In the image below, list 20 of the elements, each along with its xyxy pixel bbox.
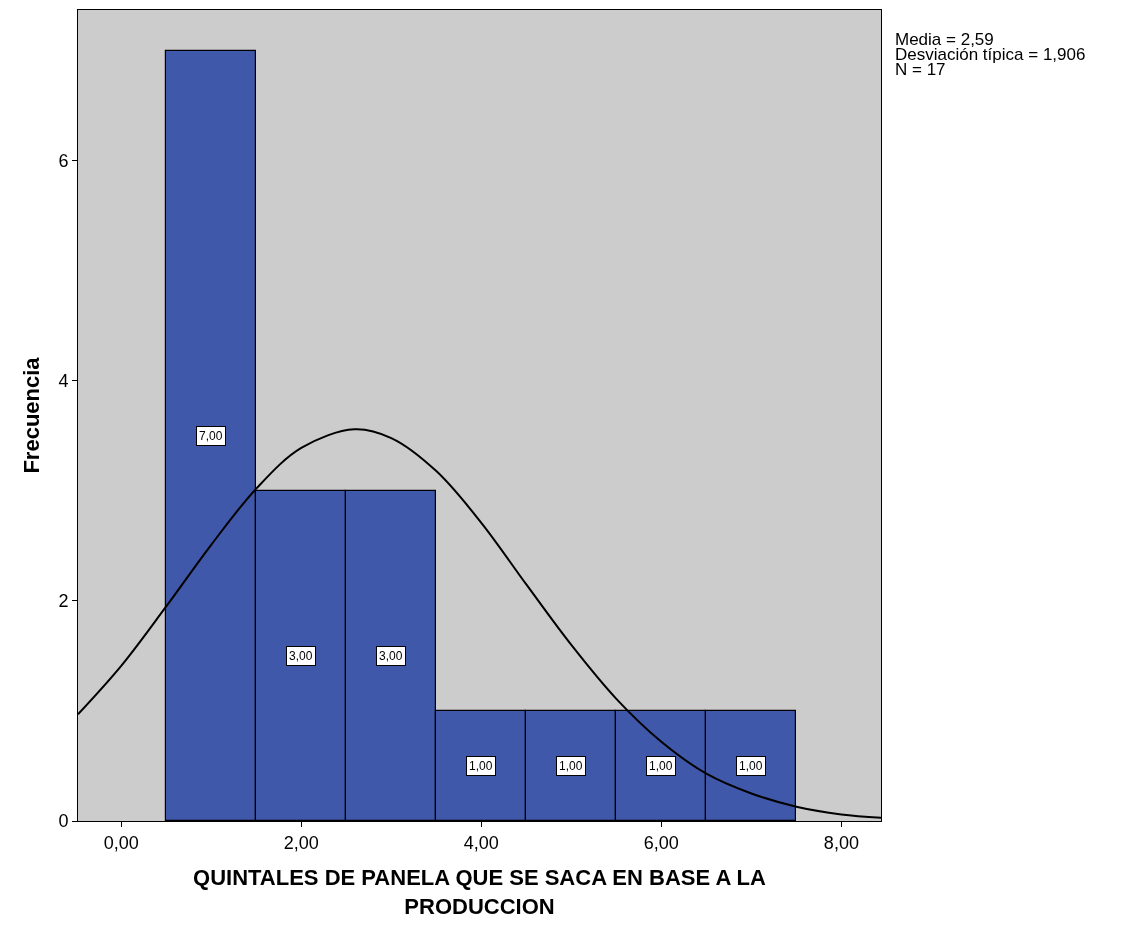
text: Media = 2,59: [895, 30, 994, 49]
data-label: 1,00: [559, 759, 583, 773]
x-axis-title: QUINTALES DE PANELA QUE SE SACA EN BASE A LA PRODUCCION: [193, 865, 767, 920]
data-label: 1,00: [739, 759, 763, 773]
data-label: 3,00: [379, 649, 403, 663]
y-tick-label: 2: [58, 591, 69, 612]
data-label: 1,00: [649, 759, 673, 773]
y-axis-title: Frecuencia: [19, 356, 45, 474]
data-label: 1,00: [469, 759, 493, 773]
data-label: 3,00: [289, 649, 313, 663]
x-tick-label: 0,00: [103, 832, 139, 853]
x-tick-label: 8,00: [823, 832, 859, 853]
y-tick-label: 6: [58, 151, 69, 172]
x-tick-label: 6,00: [643, 832, 679, 853]
x-tick-label: 4,00: [463, 832, 499, 853]
x-tick-label: 2,00: [283, 832, 319, 853]
data-label: 7,00: [199, 429, 223, 443]
y-tick-label: 0: [58, 811, 69, 832]
text: N = 17: [895, 60, 946, 79]
y-tick-label: 4: [58, 371, 69, 392]
